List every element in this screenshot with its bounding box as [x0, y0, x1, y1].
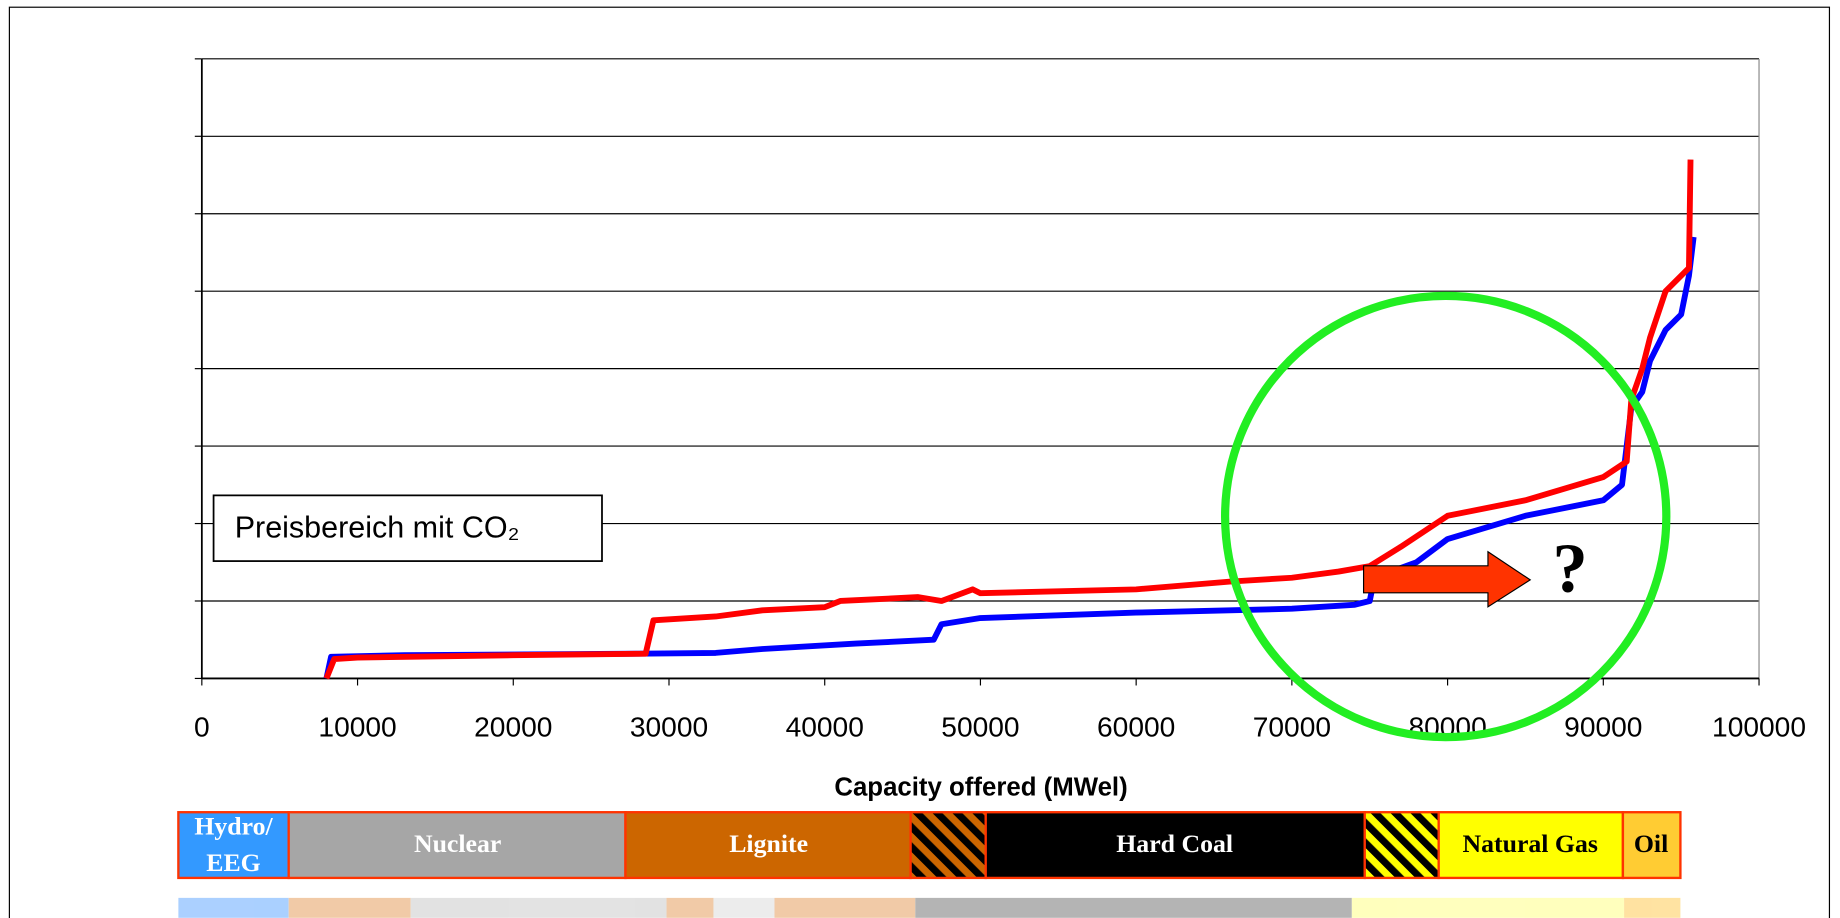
- fuel-oil: [1621, 811, 1682, 880]
- x-axis-label: Capacity offered (MWel): [834, 774, 1127, 802]
- highlight-circle: [1220, 291, 1671, 742]
- fuel-hatch: [1363, 811, 1440, 880]
- texture: [1624, 897, 1681, 918]
- annotation: ?: [1553, 529, 1588, 607]
- fuel-lignite: [624, 811, 912, 880]
- fuel-label: Hard Coal: [1116, 829, 1233, 858]
- x-tick-label: 40000: [786, 711, 864, 742]
- frame: [8, 6, 1831, 918]
- x-tick-label: 10000: [318, 711, 396, 742]
- fuel-label: Hydro/: [194, 812, 273, 841]
- annotation-box: [212, 494, 603, 562]
- texture-row: [178, 897, 1681, 918]
- annotation: Preisbereich mit CO₂: [235, 510, 520, 544]
- fuel-bar: Hydro/ EEG Nuclear Lignite Hard Coal Nat…: [177, 811, 1682, 880]
- fuel-label: Oil: [1634, 829, 1668, 858]
- x-tick-label: 90000: [1564, 711, 1642, 742]
- fuel-label: EEG: [206, 848, 260, 877]
- x-tick-label: 20000: [474, 711, 552, 742]
- line-series: [323, 236, 1697, 680]
- fuel-hatch: [909, 811, 987, 880]
- fuel-label: Nuclear: [414, 829, 501, 858]
- x-tick-label: 70000: [1253, 711, 1331, 742]
- texture: [774, 897, 916, 918]
- x-tick-label: 50000: [941, 711, 1019, 742]
- x-tick-label: 0: [194, 711, 210, 742]
- texture: [288, 897, 411, 918]
- x-tick-label: 100000: [1712, 711, 1806, 742]
- texture: [1351, 897, 1625, 918]
- x-tick-label: 60000: [1097, 711, 1175, 742]
- texture: [915, 897, 1352, 918]
- texture: [178, 897, 289, 918]
- x-tick-label: 30000: [630, 711, 708, 742]
- fuel-label: Natural Gas: [1462, 829, 1597, 858]
- fuel-label: Lignite: [729, 829, 808, 858]
- texture: [666, 897, 714, 918]
- texture: [410, 897, 667, 918]
- arrow: [1362, 550, 1532, 608]
- fuel-nuclear: [287, 811, 627, 880]
- texture: [713, 897, 775, 918]
